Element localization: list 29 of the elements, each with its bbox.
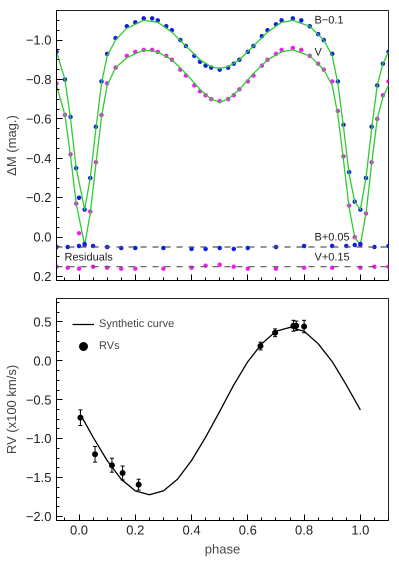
- x-tick-label: 0.6: [238, 522, 257, 538]
- annotation: B+0.05: [314, 232, 350, 244]
- y-tick-label: −0.6: [26, 111, 52, 126]
- x-tick-label: 0.0: [70, 522, 88, 538]
- y-tick-label: −1.5: [26, 470, 52, 486]
- x-tick-label: 1.0: [351, 522, 370, 538]
- legend-label: RVs: [99, 340, 120, 352]
- y-tick-label: −1.0: [26, 431, 52, 446]
- y-tick-label: 0.0: [33, 353, 52, 368]
- legend-label: Synthetic curve: [99, 318, 174, 330]
- y-tick-label: 0.0: [33, 230, 52, 245]
- y-axis-title: ΔM (mag.): [4, 115, 19, 176]
- y-tick-label: 0.5: [33, 314, 52, 330]
- x-axis-title: phase: [204, 542, 240, 556]
- annotation: B−0.1: [314, 14, 344, 26]
- y-tick-label: −0.2: [26, 190, 52, 206]
- y-axis-title: RV (x100 km/s): [4, 364, 19, 454]
- y-tick-label: −0.8: [26, 72, 52, 87]
- annotation: V: [314, 46, 322, 58]
- x-tick-label: 0.8: [295, 522, 314, 538]
- y-tick-label: 0.2: [33, 269, 52, 284]
- annotation: Residuals: [64, 252, 114, 264]
- y-tick-label: −1.0: [26, 32, 52, 48]
- annotation: V+0.15: [314, 252, 350, 264]
- y-tick-label: −2.0: [26, 509, 52, 524]
- x-tick-label: 0.2: [126, 522, 144, 538]
- y-tick-label: −0.5: [26, 392, 52, 408]
- y-tick-label: −0.4: [26, 150, 52, 166]
- x-tick-label: 0.4: [182, 522, 201, 538]
